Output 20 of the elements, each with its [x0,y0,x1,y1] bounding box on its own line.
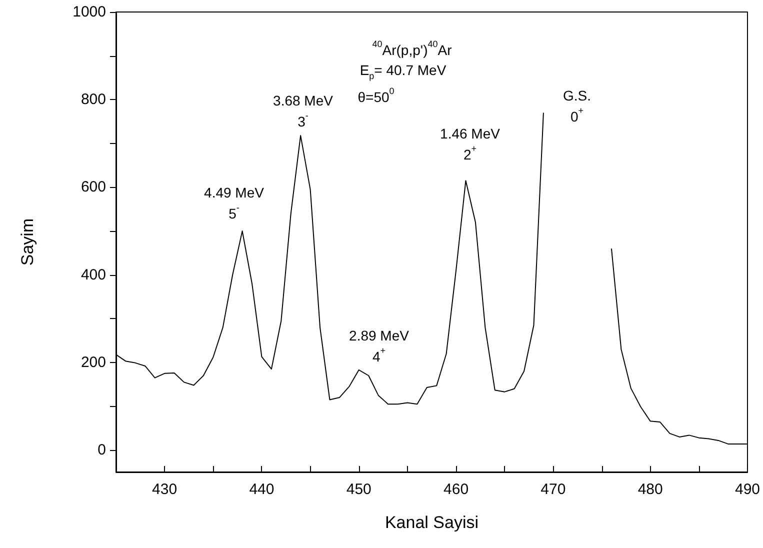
x-tick-label: 480 [638,481,663,498]
y-tick-label: 600 [80,178,106,196]
y-tick-label: 400 [80,266,106,284]
y-tick-label: 200 [80,354,106,371]
y-tick-label: 800 [80,91,106,108]
annotation: 2.89 MeV 4+ [349,328,410,364]
x-tick-label: 450 [346,481,372,498]
annotation: G.S. 0+ [562,88,592,124]
x-tick-label: 470 [540,481,566,498]
annotation: 3.68 MeV 3- [273,92,334,130]
x-tick-label: 440 [249,481,274,498]
y-tick-label: 1000 [72,4,106,20]
x-tick-label: 430 [152,481,178,498]
x-axis-title: Kanal Sayisi [384,513,479,532]
annotation: 4.49 MeV 5- [204,184,265,222]
y-tick-label: 0 [98,442,106,459]
x-tick-label: 490 [734,481,760,498]
y-axis-title: Sayim [18,218,37,266]
annotation: 1.46 MeV 2+ [440,126,501,162]
x-tick-label: 460 [444,481,469,498]
